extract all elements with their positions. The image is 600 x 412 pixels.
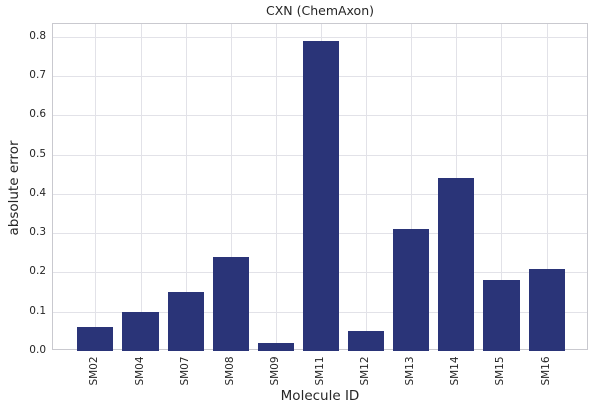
bar-SM07 — [167, 292, 204, 351]
plot-area — [52, 23, 588, 351]
bar-SM15 — [483, 280, 520, 351]
gridline-x-SM09 — [275, 24, 277, 349]
x-axis-label: Molecule ID — [280, 388, 360, 404]
bar-SM08 — [212, 256, 249, 351]
y-tick-label: 0.6 — [29, 108, 46, 121]
bar-SM09 — [257, 343, 294, 351]
y-tick-label: 0.4 — [29, 186, 46, 199]
chart-title: CXN (ChemAxon) — [265, 3, 375, 18]
y-axis-label: absolute error — [6, 140, 22, 236]
bar-SM16 — [528, 268, 565, 351]
y-tick-label: 0.0 — [29, 344, 46, 356]
y-tick-label: 0.3 — [29, 226, 46, 239]
y-tick-label: 0.7 — [29, 69, 46, 82]
y-tick-label: 0.2 — [29, 265, 46, 278]
gridline-x-SM16 — [546, 24, 548, 349]
bar-SM04 — [122, 311, 159, 351]
bar-SM13 — [393, 229, 430, 351]
bar-SM02 — [77, 327, 114, 351]
bar-SM12 — [348, 331, 385, 351]
bar-SM11 — [302, 40, 340, 351]
gridline-x-SM15 — [501, 24, 503, 349]
gridline-x-SM12 — [366, 24, 368, 349]
bar-SM14 — [438, 178, 475, 351]
gridline-x-SM04 — [140, 24, 142, 349]
gridline-x-SM08 — [230, 24, 232, 349]
y-tick-label: 0.8 — [29, 29, 46, 42]
gridline-y-0.8 — [53, 36, 587, 38]
gridline-x-SM13 — [411, 24, 413, 349]
y-tick-label: 0.5 — [29, 147, 46, 160]
gridline-x-SM02 — [95, 24, 97, 349]
gridline-x-SM07 — [185, 24, 187, 349]
y-tick-label: 0.1 — [29, 304, 46, 317]
